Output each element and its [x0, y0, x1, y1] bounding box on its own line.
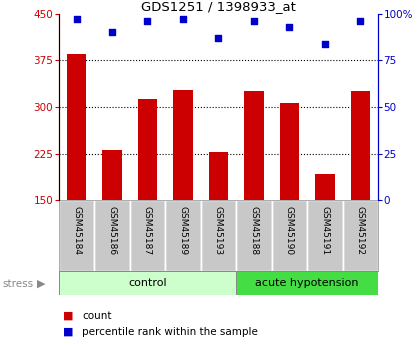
Bar	[351, 91, 370, 200]
Bar	[102, 150, 122, 200]
Text: GSM45187: GSM45187	[143, 206, 152, 255]
Bar	[67, 54, 86, 200]
Bar	[130, 200, 165, 271]
Point	[215, 35, 222, 41]
Bar	[280, 102, 299, 200]
Bar	[94, 200, 130, 271]
Text: acute hypotension: acute hypotension	[255, 278, 359, 288]
Point	[357, 19, 364, 24]
Text: GSM45192: GSM45192	[356, 206, 365, 255]
Bar	[343, 200, 378, 271]
Bar	[244, 91, 264, 200]
Text: GSM45189: GSM45189	[178, 206, 187, 255]
Bar	[201, 200, 236, 271]
Bar	[307, 200, 343, 271]
Bar	[236, 271, 378, 295]
Text: GSM45186: GSM45186	[108, 206, 116, 255]
Bar	[59, 271, 236, 295]
Bar	[272, 200, 307, 271]
Text: GSM45190: GSM45190	[285, 206, 294, 255]
Point	[286, 24, 293, 30]
Text: percentile rank within the sample: percentile rank within the sample	[82, 327, 258, 337]
Point	[109, 30, 116, 35]
Bar	[209, 152, 228, 200]
Bar	[59, 200, 94, 271]
Text: stress: stress	[2, 279, 33, 288]
Text: GSM45188: GSM45188	[249, 206, 258, 255]
Bar	[138, 99, 157, 200]
Point	[250, 19, 257, 24]
Text: ■: ■	[63, 311, 74, 321]
Bar	[236, 200, 272, 271]
Bar	[165, 200, 201, 271]
Point	[321, 41, 328, 46]
Text: GSM45191: GSM45191	[320, 206, 329, 255]
Text: ▶: ▶	[37, 279, 45, 288]
Point	[180, 17, 186, 22]
Bar	[315, 174, 335, 200]
Point	[144, 19, 151, 24]
Text: GSM45184: GSM45184	[72, 206, 81, 255]
Text: control: control	[128, 278, 167, 288]
Point	[73, 17, 80, 22]
Text: ■: ■	[63, 327, 74, 337]
Title: GDS1251 / 1398933_at: GDS1251 / 1398933_at	[141, 0, 296, 13]
Bar	[173, 90, 193, 200]
Text: count: count	[82, 311, 111, 321]
Text: GSM45193: GSM45193	[214, 206, 223, 255]
